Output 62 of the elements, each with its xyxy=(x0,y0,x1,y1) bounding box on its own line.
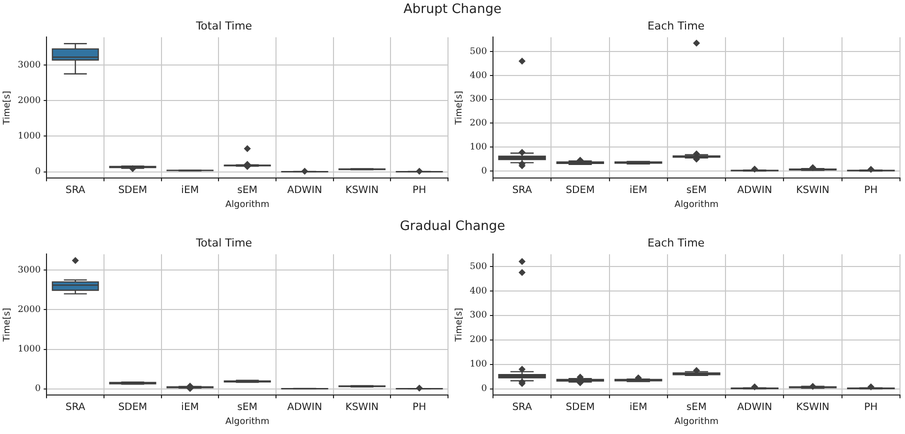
x-tick-label: SRA xyxy=(66,402,86,413)
x-tick-label: PH xyxy=(412,402,426,413)
y-tick-label: 400 xyxy=(470,70,488,81)
x-tick-label: KSWIN xyxy=(796,402,830,413)
x-tick-label: iEM xyxy=(629,184,648,196)
x-tick-label: sEM xyxy=(237,402,258,413)
x-tick-label: ADWIN xyxy=(737,402,772,413)
x-tick-label: KSWIN xyxy=(345,402,379,413)
x-tick-label: iEM xyxy=(181,184,199,196)
y-tick-label: 0 xyxy=(34,384,41,394)
y-tick-label: 0 xyxy=(481,384,488,394)
y-tick-label: 300 xyxy=(470,310,488,321)
y-tick-label: 2000 xyxy=(18,96,41,106)
y-tick-label: 1000 xyxy=(18,132,41,142)
x-tick-label: iEM xyxy=(181,402,199,413)
y-axis-title: Time[s] xyxy=(454,90,465,126)
x-tick-label: SDEM xyxy=(566,402,595,413)
y-tick-label: 500 xyxy=(470,46,488,57)
x-tick-label: ADWIN xyxy=(737,184,772,196)
y-tick-label: 3000 xyxy=(18,60,41,70)
x-tick-label: KSWIN xyxy=(345,184,379,196)
y-tick-label: 500 xyxy=(470,262,488,272)
x-tick-label: SDEM xyxy=(566,184,595,196)
x-tick-label: SRA xyxy=(512,402,532,413)
y-axis-title: Time[s] xyxy=(2,90,13,126)
y-tick-label: 100 xyxy=(470,142,488,152)
x-tick-label: sEM xyxy=(686,184,707,196)
chart-title: Total Time xyxy=(194,236,252,250)
x-tick-label: PH xyxy=(864,402,878,413)
y-tick-label: 200 xyxy=(470,118,488,129)
x-axis-title: Algorithm xyxy=(225,200,270,210)
x-tick-label: PH xyxy=(412,184,426,196)
y-tick-label: 200 xyxy=(470,335,488,346)
x-tick-label: SRA xyxy=(512,184,532,196)
x-tick-label: sEM xyxy=(686,402,707,413)
x-tick-label: KSWIN xyxy=(796,184,830,196)
y-tick-label: 400 xyxy=(470,286,488,296)
x-tick-label: SDEM xyxy=(118,184,148,196)
x-axis-title: Algorithm xyxy=(225,416,270,427)
y-tick-label: 0 xyxy=(481,166,488,176)
x-tick-label: ADWIN xyxy=(287,402,322,413)
x-tick-label: SRA xyxy=(66,184,86,196)
x-tick-label: SDEM xyxy=(118,402,148,413)
x-tick-label: ADWIN xyxy=(287,184,322,196)
y-tick-label: 1000 xyxy=(18,344,41,355)
chart-title: Each Time xyxy=(647,236,705,250)
y-tick-label: 3000 xyxy=(18,265,41,276)
x-tick-label: iEM xyxy=(629,402,648,413)
y-tick-label: 0 xyxy=(34,167,41,178)
x-axis-title: Algorithm xyxy=(674,416,719,427)
text: Abrupt Change xyxy=(402,2,502,17)
y-tick-label: 100 xyxy=(470,360,488,370)
y-axis-title: Time[s] xyxy=(2,308,13,343)
y-tick-label: 300 xyxy=(470,94,488,105)
x-tick-label: sEM xyxy=(237,184,258,196)
chart-title: Total Time xyxy=(194,19,252,32)
x-axis-title: Algorithm xyxy=(674,200,719,210)
chart-title: Each Time xyxy=(647,19,705,32)
x-tick-label: PH xyxy=(864,184,878,196)
text: Gradual Change xyxy=(398,219,506,234)
y-axis-title: Time[s] xyxy=(454,308,465,343)
y-tick-label: 2000 xyxy=(18,304,41,315)
